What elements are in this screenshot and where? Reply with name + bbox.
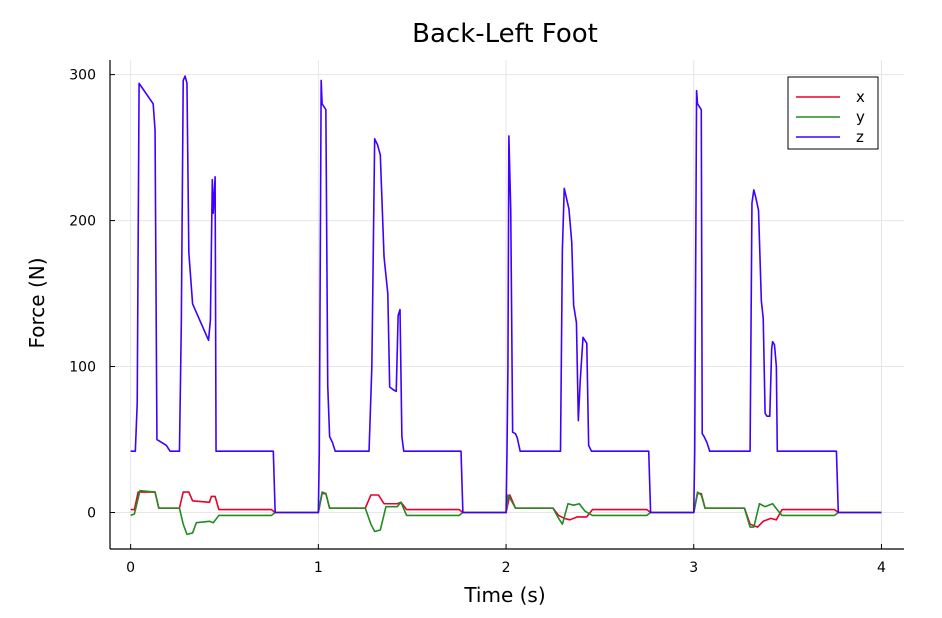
chart-title: Back-Left Foot: [412, 19, 598, 49]
y-tick-label-0: 0: [87, 506, 96, 522]
grid-layer: [110, 60, 904, 549]
legend-label-x: x: [856, 88, 865, 106]
series-z-line: [130, 75, 882, 514]
x-tick-label-3: 3: [689, 560, 698, 576]
y-tick-label-1: 100: [69, 360, 96, 376]
y-tick-label-2: 200: [69, 214, 96, 230]
series-layer: [130, 75, 882, 536]
legend: xyz: [787, 76, 879, 150]
x-axis-label: Time (s): [463, 583, 545, 607]
x-tick-label-1: 1: [314, 560, 323, 576]
x-tick-label-4: 4: [877, 560, 886, 576]
legend-label-y: y: [856, 108, 865, 126]
y-axis-label: Force (N): [25, 257, 49, 348]
x-tick-label-2: 2: [502, 560, 511, 576]
axis-layer: 0 1 2 3 4 0 100 200 300: [69, 60, 904, 576]
x-tick-label-0: 0: [126, 560, 135, 576]
legend-label-z: z: [856, 128, 864, 146]
y-tick-label-3: 300: [69, 68, 96, 84]
